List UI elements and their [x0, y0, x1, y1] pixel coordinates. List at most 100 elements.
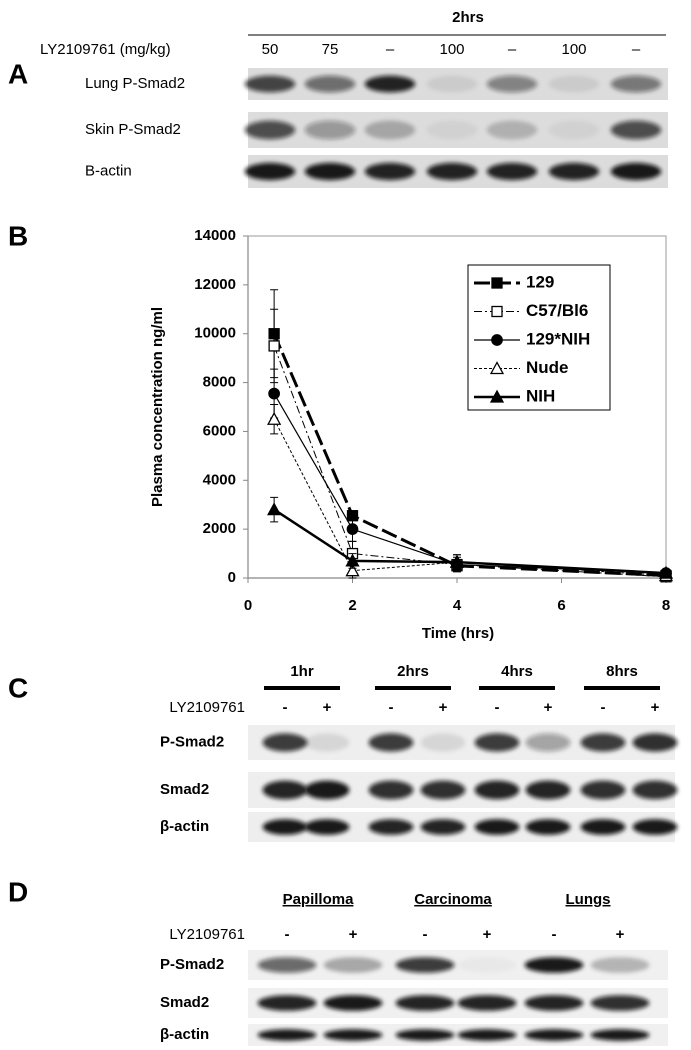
- y-tick-label: 12000: [194, 276, 236, 293]
- blot-band: [244, 120, 296, 140]
- blot-band: [364, 162, 416, 181]
- blot-band: [632, 819, 678, 835]
- marker: [491, 305, 503, 318]
- y-tick-label: 6000: [203, 422, 236, 439]
- blot-band: [323, 1029, 383, 1041]
- panel-letter: B: [8, 220, 28, 251]
- treatment-sign: +: [349, 926, 358, 943]
- blot-band: [395, 995, 455, 1011]
- blot-band: [632, 780, 678, 800]
- dose-label: 100: [561, 41, 586, 58]
- marker: [491, 277, 503, 289]
- y-tick-label: 0: [228, 569, 236, 586]
- treatment-label: LY2109761 (mg/kg): [40, 41, 171, 58]
- blot-band: [368, 819, 414, 835]
- blot-band: [458, 957, 517, 973]
- blot-band: [420, 733, 466, 752]
- blot-band: [323, 957, 383, 973]
- row-label: Smad2: [160, 781, 209, 798]
- blot-band: [304, 780, 350, 800]
- legend-label: C57/Bl6: [526, 301, 588, 320]
- blot-band: [257, 1029, 317, 1041]
- blot-band: [368, 733, 414, 752]
- blot-band: [420, 780, 466, 800]
- treatment-sign: +: [483, 926, 492, 943]
- row-label: B-actin: [85, 162, 132, 179]
- marker: [268, 340, 280, 352]
- legend-label: 129: [526, 272, 554, 291]
- treatment-sign: -: [601, 699, 606, 716]
- blot-band: [590, 957, 650, 973]
- x-tick-label: 6: [557, 597, 565, 614]
- row-label: P-Smad2: [160, 956, 224, 973]
- group-label: Lungs: [566, 891, 611, 908]
- blot-band: [610, 162, 662, 181]
- blot-band: [632, 733, 678, 752]
- series-line: [273, 508, 667, 575]
- blot-band: [525, 733, 571, 752]
- treatment-sign: -: [552, 926, 557, 943]
- blot-band: [426, 75, 478, 93]
- series-line: [273, 345, 667, 578]
- group-label: 4hrs: [501, 663, 533, 680]
- row-label: Skin P-Smad2: [85, 121, 181, 138]
- treatment-sign: -: [495, 699, 500, 716]
- blot-band: [257, 995, 317, 1011]
- blot-band: [262, 819, 308, 835]
- blot-band: [368, 780, 414, 800]
- blot-band: [580, 733, 626, 752]
- blot-band: [323, 995, 383, 1011]
- group-label: 8hrs: [606, 663, 638, 680]
- dose-label: –: [508, 41, 517, 58]
- blot-band: [304, 162, 356, 181]
- marker: [491, 334, 503, 346]
- dose-label: –: [632, 41, 641, 58]
- blot-band: [262, 733, 308, 752]
- blot-band: [262, 780, 308, 800]
- panel-header: 2hrs: [452, 9, 484, 26]
- blot-band: [486, 120, 538, 140]
- y-tick-label: 8000: [203, 374, 236, 391]
- blot-band: [457, 1029, 517, 1041]
- blot-band: [426, 120, 478, 140]
- treatment-sign: -: [285, 926, 290, 943]
- marker: [489, 389, 505, 403]
- blot-band: [364, 120, 416, 140]
- y-tick-label: 10000: [194, 325, 236, 342]
- blot-band: [548, 75, 600, 93]
- series-line: [273, 418, 667, 577]
- treatment-sign: +: [651, 699, 660, 716]
- legend-label: Nude: [526, 358, 569, 377]
- blot-band: [457, 995, 517, 1011]
- treatment-sign: +: [323, 699, 332, 716]
- blot-band: [426, 162, 478, 181]
- row-label: Smad2: [160, 994, 209, 1011]
- marker: [658, 565, 674, 579]
- marker: [267, 502, 282, 516]
- series-line: [273, 393, 667, 574]
- marker: [489, 361, 505, 375]
- blot-band: [610, 120, 662, 140]
- blot-band: [580, 819, 626, 835]
- blot-band: [257, 957, 317, 973]
- marker: [268, 387, 280, 400]
- row-label: P-Smad2: [160, 733, 224, 750]
- blot-band: [395, 1029, 455, 1041]
- blot-band: [304, 819, 350, 835]
- x-tick-label: 4: [453, 597, 462, 614]
- x-tick-label: 0: [244, 597, 252, 614]
- blot-band: [524, 957, 584, 973]
- treatment-sign: -: [389, 699, 394, 716]
- y-tick-label: 14000: [194, 227, 236, 244]
- treatment-sign: -: [283, 699, 288, 716]
- row-label: Lung P-Smad2: [85, 75, 185, 92]
- series-line: [272, 333, 667, 578]
- group-label: 1hr: [290, 663, 314, 680]
- blot-band: [525, 780, 571, 800]
- dose-label: 75: [322, 41, 339, 58]
- group-label: Papilloma: [283, 891, 355, 908]
- blot-band: [548, 162, 600, 181]
- row-label: β-actin: [160, 1026, 209, 1043]
- x-tick-label: 2: [348, 597, 356, 614]
- blot-band: [610, 75, 662, 93]
